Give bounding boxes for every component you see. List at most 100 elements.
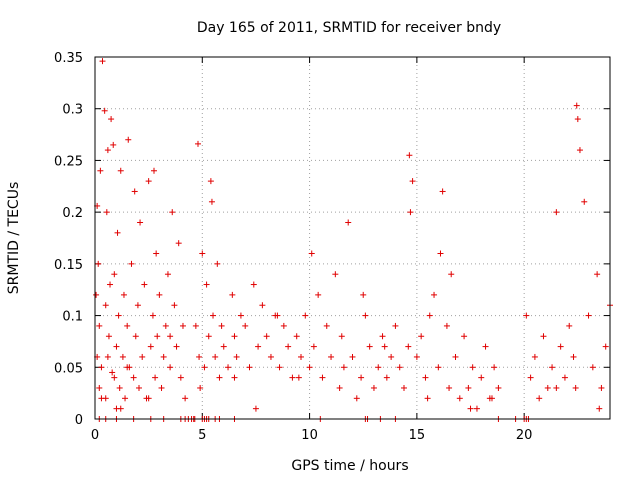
data-point	[602, 343, 609, 350]
data-point	[171, 302, 178, 309]
data-point	[482, 343, 489, 350]
data-point	[426, 312, 433, 319]
x-tick-label: 10	[301, 428, 318, 443]
data-point	[336, 384, 343, 391]
data-point	[214, 260, 221, 267]
data-point	[293, 333, 300, 340]
y-tick-label: 0	[75, 413, 83, 428]
data-point	[107, 281, 114, 288]
data-point	[233, 353, 240, 360]
data-point	[366, 343, 373, 350]
y-tick-label: 0.1	[62, 310, 83, 325]
data-point	[405, 343, 412, 350]
data-point	[117, 405, 124, 412]
data-point	[145, 395, 152, 402]
data-point	[491, 364, 498, 371]
data-point	[122, 395, 129, 402]
data-point	[237, 312, 244, 319]
data-point	[536, 395, 543, 402]
data-point	[439, 188, 446, 195]
y-tick-label: 0.35	[54, 51, 83, 66]
data-point	[467, 405, 474, 412]
data-point	[175, 240, 182, 247]
data-point	[527, 374, 534, 381]
data-point	[116, 384, 123, 391]
axis-ticks: 0 0.05 0.1 0.15 0.2 0.25 0.3 0.35 0 5 10 15 20	[54, 51, 610, 443]
data-point	[113, 343, 120, 350]
data-point	[96, 322, 103, 329]
data-point	[353, 395, 360, 402]
data-point	[179, 322, 186, 329]
data-point	[285, 343, 292, 350]
data-point	[298, 353, 304, 360]
data-point	[431, 291, 438, 298]
data-point	[182, 395, 189, 402]
data-point	[201, 364, 208, 371]
data-point	[167, 364, 174, 371]
data-point	[111, 271, 118, 278]
data-point	[158, 384, 165, 391]
data-point	[523, 312, 530, 319]
data-point	[473, 405, 480, 412]
data-point	[572, 384, 579, 391]
data-point	[104, 147, 111, 154]
data-point	[192, 322, 199, 329]
data-point	[566, 322, 573, 329]
data-point	[360, 291, 367, 298]
data-point	[242, 322, 249, 329]
data-point	[220, 343, 227, 350]
data-point	[231, 374, 238, 381]
data-point	[252, 405, 259, 412]
data-point	[370, 384, 377, 391]
data-point	[302, 312, 309, 319]
data-point	[128, 260, 135, 267]
data-point	[225, 364, 232, 371]
data-point	[310, 343, 317, 350]
data-point	[125, 136, 132, 143]
grid	[95, 57, 610, 419]
data-point	[435, 364, 442, 371]
data-point	[383, 374, 390, 381]
data-point	[392, 322, 399, 329]
data-point	[255, 343, 262, 350]
data-point	[141, 281, 148, 288]
data-point	[581, 198, 588, 205]
data-point	[553, 209, 560, 216]
data-point	[93, 291, 100, 298]
data-point	[358, 374, 365, 381]
data-point	[574, 116, 581, 123]
data-point	[154, 333, 161, 340]
data-point	[437, 250, 444, 257]
data-point	[594, 271, 601, 278]
x-axis-label: GPS time / hours	[291, 458, 408, 474]
data-point	[246, 364, 253, 371]
data-point	[596, 405, 603, 412]
data-point	[101, 107, 108, 114]
data-point	[573, 102, 580, 109]
data-point	[160, 353, 167, 360]
data-point	[164, 271, 171, 278]
data-point	[137, 219, 144, 226]
data-point	[259, 302, 266, 309]
data-point	[349, 353, 356, 360]
data-point	[576, 147, 583, 154]
data-point	[328, 353, 335, 360]
data-point	[132, 333, 139, 340]
data-point	[274, 312, 281, 319]
y-axis-label: SRMTID / TECUs	[6, 182, 22, 295]
data-point	[396, 364, 403, 371]
data-point	[105, 333, 112, 340]
data-point	[379, 333, 386, 340]
y-tick-label: 0.3	[62, 103, 83, 118]
data-point	[446, 384, 453, 391]
x-tick-label: 5	[198, 428, 206, 443]
data-point	[218, 322, 225, 329]
data-point	[207, 178, 214, 185]
data-point	[495, 384, 502, 391]
data-point	[130, 374, 137, 381]
data-point	[422, 374, 429, 381]
data-point	[102, 302, 109, 309]
data-point	[151, 167, 158, 174]
y-tick-label: 0.15	[54, 258, 83, 273]
